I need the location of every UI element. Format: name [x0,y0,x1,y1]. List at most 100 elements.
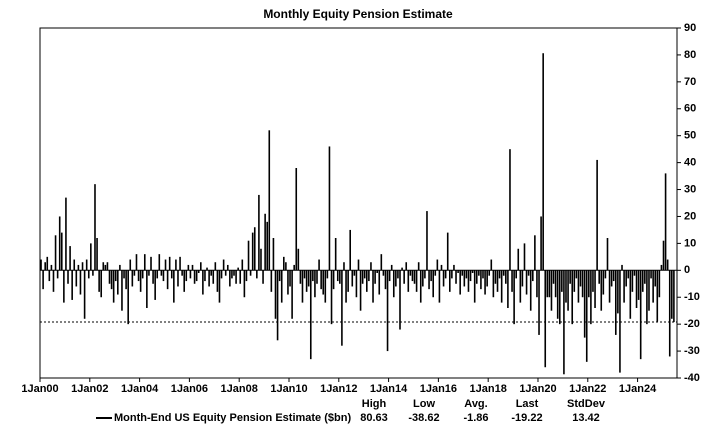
bar [440,264,443,271]
bar [596,159,598,271]
bar [671,270,673,319]
bar [666,259,669,271]
bar [152,270,154,284]
bar [567,270,569,311]
bar [143,254,146,271]
bar [189,270,192,279]
bar [185,270,188,282]
bar [426,211,428,271]
x-tick-label: 1Jan18 [470,383,507,395]
bar [285,262,287,271]
bar [355,270,358,298]
y-tick-label: 40 [684,157,696,169]
bar [363,270,366,279]
bar [160,270,163,276]
y-tick-label: 0 [684,264,690,276]
bar [200,262,202,271]
bar [239,270,242,284]
bar [359,270,362,311]
bar [214,262,217,271]
y-tick-label: -10 [684,291,700,303]
bar [513,270,515,325]
bar [399,270,401,330]
bar [455,270,457,284]
bar [469,270,472,282]
bar [529,270,532,311]
bar [579,270,582,287]
bar [540,216,542,271]
bar [307,270,310,287]
bar [395,270,397,287]
bar [260,248,262,271]
bar [266,221,269,271]
bar [123,270,125,279]
bar [550,270,553,311]
bar [525,270,528,295]
bar [63,270,65,303]
bar [164,259,167,271]
bar [534,235,536,271]
bar [117,270,119,295]
bar [641,270,644,292]
stat-label: Low [413,398,435,410]
bar [222,259,225,271]
bar [384,270,387,290]
y-tick-label: 50 [684,130,696,142]
bar [187,264,190,271]
bar [629,270,632,319]
bar [226,264,229,271]
bar [85,259,88,271]
bar [320,270,322,290]
bar [488,270,491,276]
bar [610,270,613,287]
x-tick-label: 1Jan20 [519,383,556,395]
bar [92,270,94,276]
bar [538,270,540,335]
bar [212,270,215,284]
bar [448,270,451,292]
bar [623,270,625,303]
bar [121,270,123,311]
bar [417,262,420,271]
bar [193,270,196,284]
bar [56,270,59,279]
bar [303,270,306,279]
bar [621,264,623,271]
bar [110,270,113,290]
bar [168,256,171,271]
bar [515,270,517,279]
bar [482,270,484,279]
bar [484,270,486,295]
bar [166,270,169,290]
bar [637,270,640,300]
bar [635,270,638,308]
bar [67,270,69,284]
bar [606,238,609,271]
bar [218,270,221,303]
bar [52,270,55,292]
bar [241,259,244,271]
bar [336,270,339,282]
bar [264,213,266,271]
bar [498,270,501,279]
bar [405,262,408,271]
bar [442,270,445,287]
bar [380,254,383,271]
bar [583,270,586,338]
stat-label: StdDev [567,398,606,410]
bar [197,270,200,273]
bar [247,240,250,271]
bar [411,270,414,282]
bar [245,270,248,282]
bar [204,270,206,282]
bar [114,270,117,282]
bar [519,270,522,303]
bar [428,270,430,290]
bar [432,270,434,298]
bar [73,259,76,271]
bar [125,270,127,290]
bar [268,130,271,271]
bar [231,270,233,279]
bar [175,259,177,271]
